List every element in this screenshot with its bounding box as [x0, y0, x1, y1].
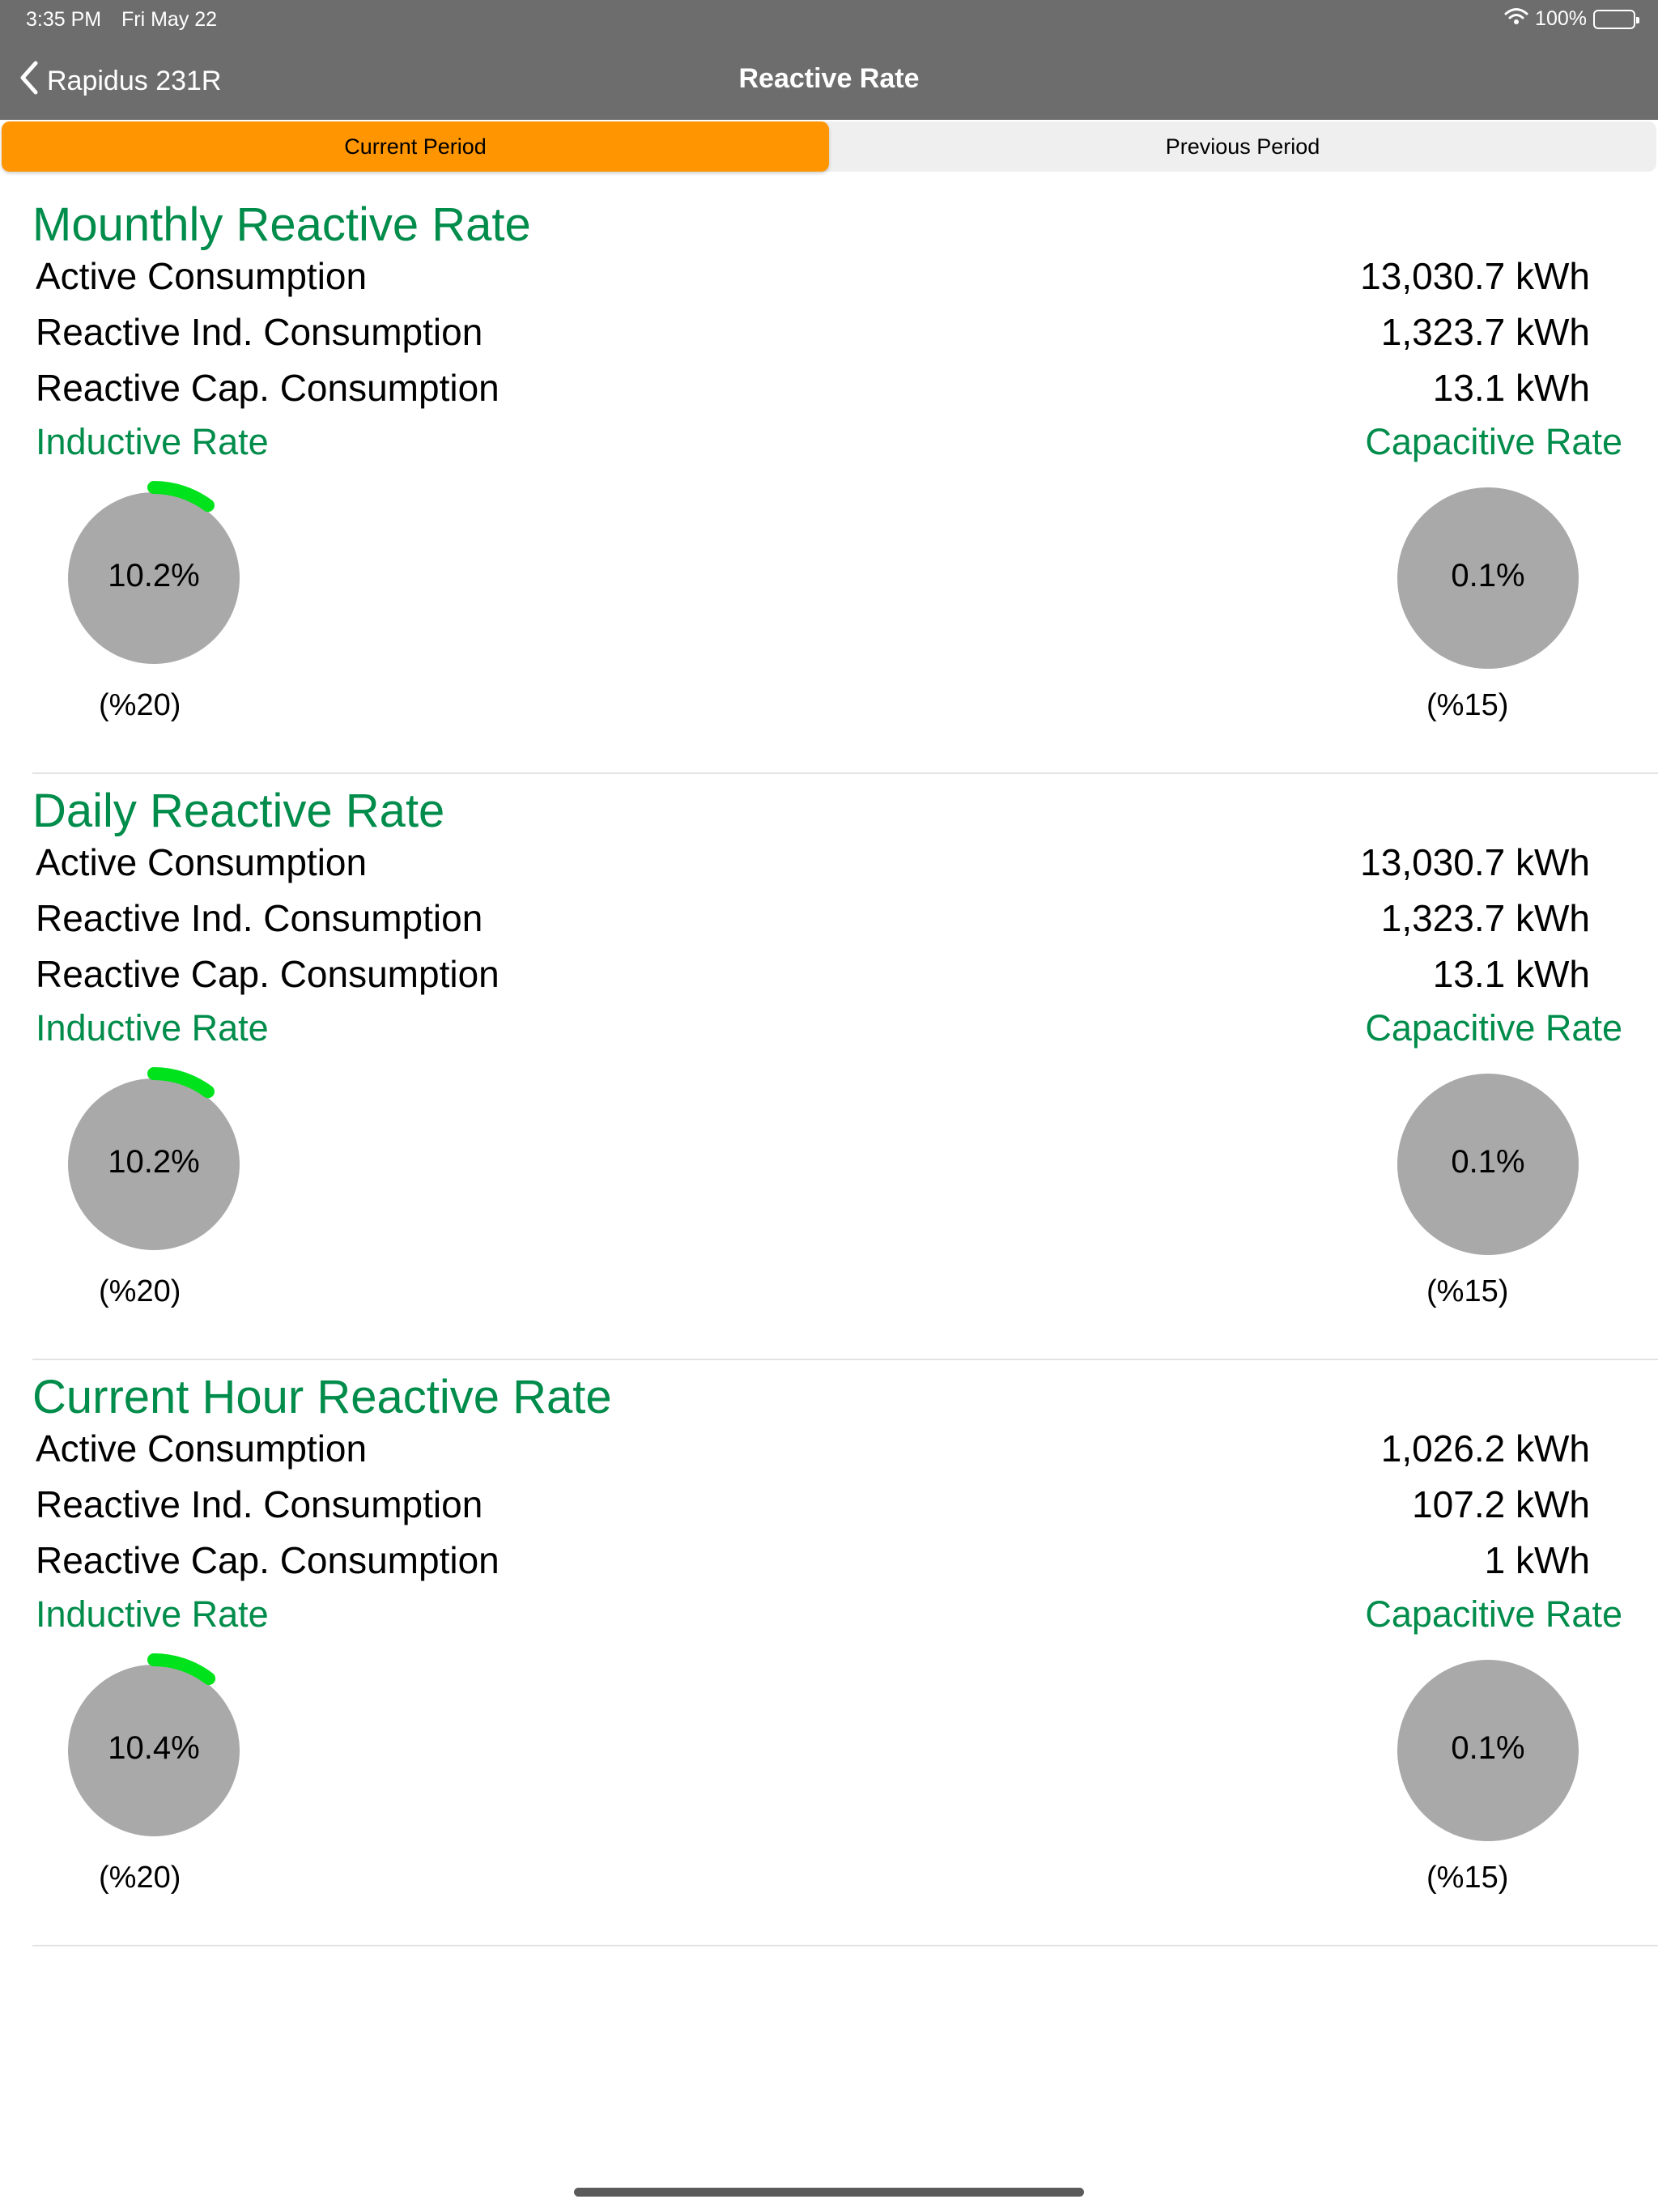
capacitive-rate-gauge: 0.1% — [1383, 473, 1593, 683]
capacitive-rate-gauge: 0.1% — [1383, 1059, 1593, 1270]
chevron-left-icon — [18, 60, 40, 103]
inductive-rate-gauge: 10.2% — [49, 473, 259, 683]
gauge-dial — [68, 492, 240, 664]
capacitive-rate-label: Capacitive Rate — [1365, 421, 1622, 462]
section-title: Current Hour Reactive Rate — [32, 1371, 612, 1423]
capacitive-limit: (%15) — [1426, 1274, 1509, 1308]
consumption-row: Reactive Ind. Consumption 1,323.7 kWh — [36, 896, 1622, 945]
consumption-label: Reactive Cap. Consumption — [36, 1539, 500, 1581]
inductive-rate-value: 10.4% — [108, 1730, 200, 1766]
consumption-label: Reactive Cap. Consumption — [36, 367, 500, 409]
period-segmented-control: Current Period Previous Period — [2, 121, 1656, 172]
consumption-label: Reactive Ind. Consumption — [36, 311, 483, 353]
gauge-arc — [147, 481, 215, 513]
consumption-row: Reactive Ind. Consumption 107.2 kWh — [36, 1482, 1622, 1531]
rate-section: Mounthly Reactive Rate Active Consumptio… — [0, 188, 1658, 774]
consumption-value: 13.1 kWh — [1432, 367, 1590, 409]
status-bar: 3:35 PM Fri May 22 100% — [0, 0, 1658, 39]
consumption-row: Active Consumption 13,030.7 kWh — [36, 254, 1622, 303]
consumption-label: Active Consumption — [36, 1427, 368, 1470]
consumption-value: 107.2 kWh — [1412, 1483, 1590, 1525]
capacitive-limit: (%15) — [1426, 688, 1509, 722]
back-button[interactable]: Rapidus 231R — [18, 60, 221, 103]
rate-section: Current Hour Reactive Rate Active Consum… — [0, 1360, 1658, 1946]
battery-icon — [1593, 9, 1639, 29]
navigation-bar: Rapidus 231R Reactive Rate — [0, 39, 1658, 120]
gauge-arc — [147, 1653, 216, 1686]
inductive-rate-gauge: 10.4% — [49, 1645, 259, 1856]
gauge-dial — [1397, 487, 1579, 669]
inductive-rate-value: 10.2% — [108, 1144, 200, 1180]
consumption-value: 1 kWh — [1484, 1539, 1590, 1581]
capacitive-rate-value: 0.1% — [1451, 1730, 1525, 1766]
capacitive-rate-label: Capacitive Rate — [1365, 1007, 1622, 1049]
consumption-row: Active Consumption 1,026.2 kWh — [36, 1427, 1622, 1475]
section-divider — [32, 1359, 1658, 1360]
inductive-rate-value: 10.2% — [108, 558, 200, 593]
capacitive-limit: (%15) — [1426, 1861, 1509, 1895]
consumption-value: 1,026.2 kWh — [1380, 1427, 1590, 1470]
battery-percent: 100% — [1535, 7, 1587, 30]
consumption-value: 1,323.7 kWh — [1380, 897, 1590, 939]
consumption-row: Reactive Cap. Consumption 13.1 kWh — [36, 366, 1622, 415]
consumption-row: Reactive Ind. Consumption 1,323.7 kWh — [36, 310, 1622, 359]
gauge-dial — [1397, 1660, 1579, 1841]
tab-previous-period[interactable]: Previous Period — [1165, 134, 1320, 159]
inductive-rate-label: Inductive Rate — [36, 421, 269, 462]
consumption-row: Active Consumption 13,030.7 kWh — [36, 840, 1622, 889]
consumption-label: Active Consumption — [36, 841, 368, 883]
capacitive-rate-label: Capacitive Rate — [1365, 1593, 1622, 1635]
inductive-limit: (%20) — [99, 1861, 181, 1895]
consumption-value: 13,030.7 kWh — [1360, 841, 1590, 883]
status-time: 3:35 PM — [26, 8, 102, 31]
consumption-label: Active Consumption — [36, 255, 368, 297]
consumption-row: Reactive Cap. Consumption 13.1 kWh — [36, 952, 1622, 1001]
back-label: Rapidus 231R — [47, 66, 222, 96]
inductive-rate-label: Inductive Rate — [36, 1593, 269, 1635]
capacitive-rate-gauge: 0.1% — [1383, 1645, 1593, 1856]
home-indicator — [574, 2188, 1084, 2197]
consumption-value: 1,323.7 kWh — [1380, 311, 1590, 353]
consumption-value: 13,030.7 kWh — [1360, 255, 1590, 297]
status-date: Fri May 22 — [121, 8, 218, 31]
wifi-icon — [1504, 6, 1528, 32]
gauge-dial — [68, 1078, 240, 1250]
tab-current-period[interactable]: Current Period — [2, 121, 829, 172]
capacitive-rate-value: 0.1% — [1451, 1144, 1525, 1180]
rate-section: Daily Reactive Rate Active Consumption 1… — [0, 774, 1658, 1360]
status-right: 100% — [1504, 6, 1639, 32]
capacitive-rate-value: 0.1% — [1451, 558, 1525, 593]
consumption-label: Reactive Ind. Consumption — [36, 897, 483, 939]
page-title: Reactive Rate — [738, 63, 920, 94]
consumption-value: 13.1 kWh — [1432, 953, 1590, 995]
section-title: Daily Reactive Rate — [32, 785, 445, 837]
inductive-limit: (%20) — [99, 688, 181, 722]
gauge-arc — [147, 1067, 215, 1099]
inductive-limit: (%20) — [99, 1274, 181, 1308]
inductive-rate-label: Inductive Rate — [36, 1007, 269, 1049]
section-divider — [32, 1945, 1658, 1946]
consumption-label: Reactive Cap. Consumption — [36, 953, 500, 995]
gauge-dial — [68, 1665, 240, 1836]
consumption-label: Reactive Ind. Consumption — [36, 1483, 483, 1525]
inductive-rate-gauge: 10.2% — [49, 1059, 259, 1270]
gauge-dial — [1397, 1074, 1579, 1255]
consumption-row: Reactive Cap. Consumption 1 kWh — [36, 1538, 1622, 1587]
section-divider — [32, 772, 1658, 774]
section-title: Mounthly Reactive Rate — [32, 198, 531, 251]
